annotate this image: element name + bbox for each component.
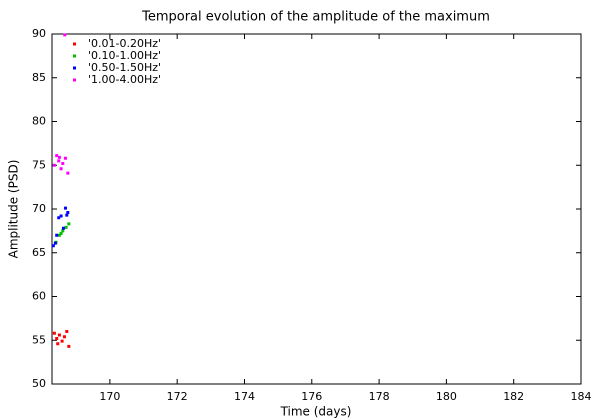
point [53,241,57,245]
y-tick-label: 60 [32,290,46,303]
y-tick-label: 90 [32,27,46,40]
legend-label: '1.00-4.00Hz' [88,73,161,86]
point [61,229,65,233]
point [59,232,63,235]
point [63,206,67,210]
point [56,342,60,346]
x-tick-label: 176 [301,390,322,403]
legend-label: '0.10-1.00Hz' [88,49,161,62]
y-tick-label: 75 [32,158,46,171]
point [60,339,64,343]
legend-marker [73,42,76,46]
y-tick-label: 65 [32,246,46,259]
x-tick-label: 180 [436,390,457,403]
y-tick-label: 85 [32,71,46,84]
point [57,233,61,237]
legend-label: '0.50-1.50Hz' [88,61,161,74]
point [52,163,56,167]
chart-title: Temporal evolution of the amplitude of t… [141,10,490,25]
point [63,156,67,160]
x-tick-label: 182 [503,390,524,403]
point [57,155,61,159]
point [63,33,67,37]
y-tick-label: 55 [32,333,46,346]
x-tick-label: 184 [571,390,592,403]
point [57,333,61,337]
point [61,226,65,230]
point [67,344,71,348]
x-tick-label: 174 [234,390,255,403]
point [57,216,61,220]
y-tick-label: 50 [32,377,46,390]
x-tick-label: 172 [167,390,188,403]
legend-label: '0.01-0.20Hz' [88,37,161,50]
point [55,154,59,158]
x-tick-label: 170 [99,390,120,403]
x-axis-label: Time (days) [280,405,352,419]
point [59,214,63,218]
point [59,167,63,171]
legend-marker [73,78,76,82]
point [61,162,65,165]
point [65,213,69,217]
point [66,171,70,175]
y-tick-label: 80 [32,115,46,128]
y-axis-label: Amplitude (PSD) [7,160,21,259]
point [55,233,59,237]
point [51,244,55,248]
point [67,222,71,226]
plot-border [51,33,582,385]
point [64,225,68,229]
legend-marker [73,54,76,58]
point [55,337,59,340]
x-tick-label: 178 [369,390,390,403]
y-tick-label: 70 [32,202,46,215]
legend-marker [73,66,76,70]
point [66,211,70,214]
point [65,330,69,333]
point [62,335,66,339]
point [57,159,61,163]
point [52,331,56,335]
